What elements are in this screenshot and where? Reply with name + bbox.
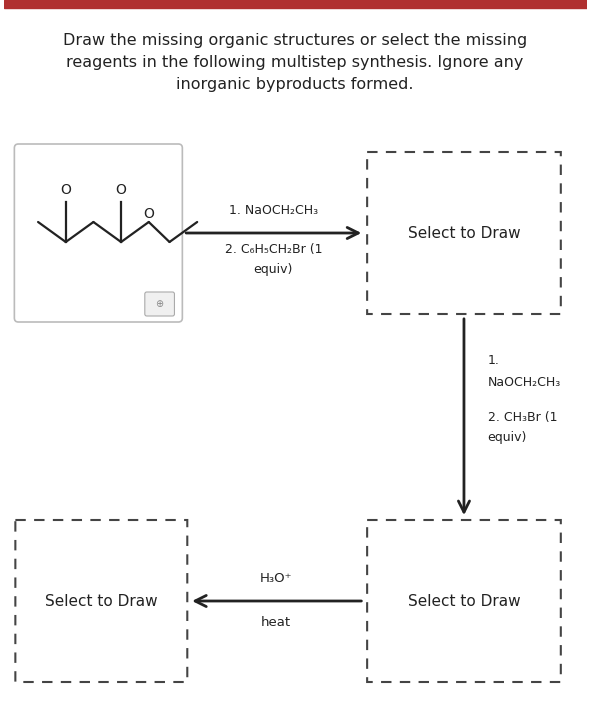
- Text: Draw the missing organic structures or select the missing: Draw the missing organic structures or s…: [63, 32, 527, 48]
- Text: 2. CH₃Br (1: 2. CH₃Br (1: [488, 411, 557, 425]
- Text: NaOCH₂CH₃: NaOCH₂CH₃: [488, 376, 561, 388]
- Text: Select to Draw: Select to Draw: [408, 226, 520, 240]
- Text: equiv): equiv): [488, 432, 527, 444]
- Text: O: O: [143, 207, 154, 221]
- FancyBboxPatch shape: [15, 520, 187, 682]
- Text: H₃O⁺: H₃O⁺: [260, 571, 293, 585]
- Text: 1.: 1.: [488, 353, 500, 367]
- Bar: [4, 0, 586, 8]
- Text: inorganic byproducts formed.: inorganic byproducts formed.: [176, 76, 414, 92]
- Text: O: O: [116, 183, 126, 197]
- Text: O: O: [60, 183, 71, 197]
- Text: Select to Draw: Select to Draw: [408, 594, 520, 608]
- Text: ⊕: ⊕: [156, 299, 163, 309]
- Text: 1. NaOCH₂CH₃: 1. NaOCH₂CH₃: [229, 203, 318, 217]
- Text: heat: heat: [261, 615, 291, 629]
- Text: Select to Draw: Select to Draw: [45, 594, 158, 608]
- FancyBboxPatch shape: [367, 152, 561, 314]
- Text: reagents in the following multistep synthesis. Ignore any: reagents in the following multistep synt…: [66, 55, 524, 69]
- Text: equiv): equiv): [254, 264, 293, 276]
- FancyBboxPatch shape: [367, 520, 561, 682]
- Text: 2. C₆H₅CH₂Br (1: 2. C₆H₅CH₂Br (1: [225, 243, 322, 257]
- FancyBboxPatch shape: [145, 292, 175, 316]
- FancyBboxPatch shape: [14, 144, 182, 322]
